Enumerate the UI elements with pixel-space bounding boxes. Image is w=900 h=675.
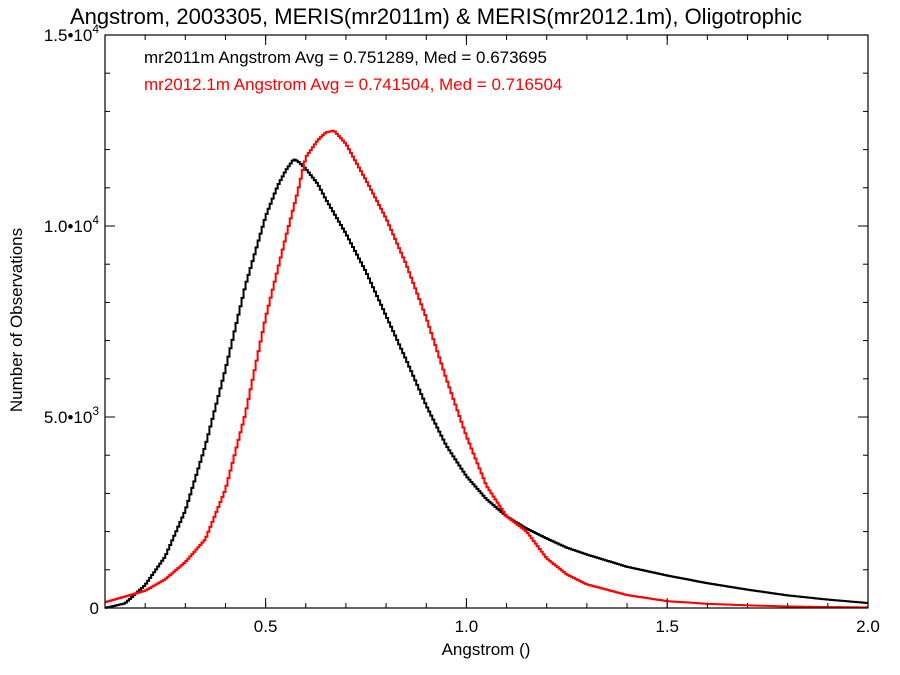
series-line-0 — [105, 158, 868, 609]
y-tick-label: 1.0•104 — [44, 213, 100, 236]
x-axis-label: Angstrom () — [442, 640, 531, 659]
y-tick-label: 5.0•103 — [44, 404, 100, 427]
y-tick-label: 0 — [90, 599, 99, 618]
annotation-0: mr2011m Angstrom Avg = 0.751289, Med = 0… — [144, 48, 547, 67]
x-tick-label: 1.5 — [655, 617, 679, 636]
plot-frame — [104, 34, 869, 609]
chart-title: Angstrom, 2003305, MERIS(mr2011m) & MERI… — [70, 4, 802, 29]
series-layer — [105, 129, 868, 609]
x-tick-label: 2.0 — [856, 617, 880, 636]
x-tick-label: 1.0 — [455, 617, 479, 636]
y-tick-label: 1.5•104 — [44, 22, 100, 45]
annotations: mr2011m Angstrom Avg = 0.751289, Med = 0… — [144, 48, 562, 94]
y-axis-label: Number of Observations — [7, 228, 26, 412]
x-tick-label: 0.5 — [254, 617, 278, 636]
axes: 0.5 1.0 1.5 2.0 0 5.0•103 1.0•104 1.5•104 — [44, 22, 880, 636]
annotation-1: mr2012.1m Angstrom Avg = 0.741504, Med =… — [144, 75, 562, 94]
series-line-1 — [105, 129, 868, 609]
